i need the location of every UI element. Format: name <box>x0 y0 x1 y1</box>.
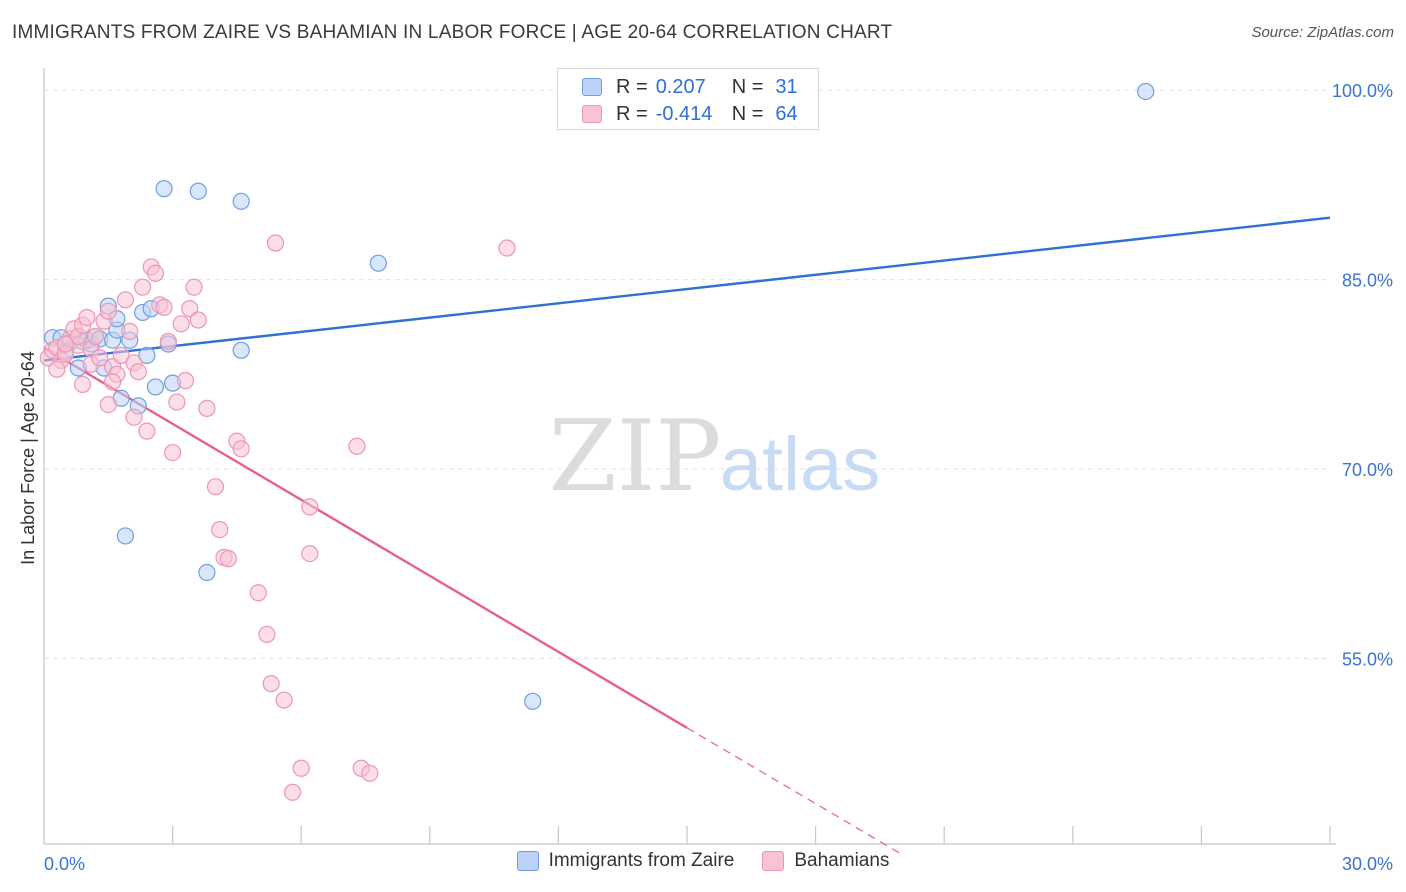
bahamian-point <box>138 422 156 440</box>
bahamian-point <box>56 335 75 353</box>
bahamian-point <box>146 264 165 282</box>
bahamian-point <box>103 373 122 391</box>
grid-layer <box>44 89 1330 659</box>
bahamian-trend-line <box>43 346 688 729</box>
bahamian-point <box>176 372 195 390</box>
stats-row-zaire: R = 0.207 N = 31 <box>582 74 851 100</box>
stats-row-bahamian: R = -0.414 N = 64 <box>582 101 851 127</box>
bahamian-point <box>498 239 516 257</box>
stats-n-value: 64 <box>775 102 798 125</box>
zaire-point <box>155 180 173 198</box>
bahamian-point <box>172 315 190 333</box>
zaire-point <box>138 346 156 364</box>
zaire-point <box>116 527 135 545</box>
stats-n-label: N = <box>731 102 764 125</box>
bahamian-point <box>168 393 186 411</box>
points-layer <box>39 82 1155 801</box>
bahamian-point <box>198 399 216 417</box>
bahamian-point <box>121 322 139 340</box>
bahamian-point <box>275 691 293 709</box>
axis-layer <box>43 68 1336 845</box>
zaire-point <box>232 341 250 359</box>
bahamian-point <box>189 311 207 329</box>
legend: Immigrants from Zaire Bahamians <box>0 850 1406 872</box>
stats-r-label: R = <box>616 102 648 125</box>
zaire-point <box>1137 82 1155 101</box>
stats-swatch-zaire <box>582 78 602 96</box>
bahamian-point <box>112 346 130 364</box>
bahamian-point <box>116 291 135 309</box>
bahamian-trend-extension <box>686 727 902 855</box>
bahamian-point <box>206 478 225 496</box>
y-tick-label: 55.0% <box>1342 649 1393 669</box>
zaire-point <box>524 692 542 710</box>
zaire-trend-line <box>43 216 1331 362</box>
bahamian-point <box>48 360 66 378</box>
zaire-point <box>369 254 387 272</box>
label-layer: 100.0% 85.0% 70.0% 55.0% 0.0% 30.0% In Labor F… <box>18 81 1393 874</box>
y-tick-label: 100.0% <box>1332 81 1393 101</box>
stats-r-value: 0.207 <box>655 75 706 98</box>
bahamian-point <box>86 327 105 346</box>
bahamian-point <box>73 375 92 393</box>
bahamian-point <box>164 443 182 462</box>
bahamian-point <box>159 332 177 351</box>
legend-item-zaire[interactable]: Immigrants from Zaire <box>516 850 735 872</box>
bahamian-point <box>301 498 319 516</box>
bahamian-point <box>125 408 143 426</box>
bahamian-point <box>91 349 109 367</box>
stats-n-value: 31 <box>775 75 798 98</box>
y-tick-label: 85.0% <box>1342 271 1393 291</box>
x-tick-label: 0.0% <box>44 854 85 874</box>
bahamian-point <box>361 764 379 782</box>
stats-r-value: -0.414 <box>655 102 713 125</box>
bahamian-point <box>284 783 302 801</box>
stats-n-label: N = <box>731 75 764 98</box>
legend-item-bahamians[interactable]: Bahamians <box>762 850 889 872</box>
bahamian-point <box>249 584 267 602</box>
bahamian-point <box>219 550 237 568</box>
legend-swatch-bahamians <box>762 851 785 871</box>
bahamian-point <box>185 278 203 296</box>
trend-layer <box>43 216 1331 855</box>
bahamian-point <box>211 521 229 539</box>
bahamian-point <box>266 234 285 252</box>
bahamian-point <box>78 308 96 327</box>
legend-swatch-zaire <box>516 851 539 871</box>
chart-title: IMMIGRANTS FROM ZAIRE VS BAHAMIAN IN LAB… <box>12 22 893 43</box>
stats-swatch-bahamian <box>582 105 602 123</box>
watermark-zip: ZIP <box>549 400 722 514</box>
zaire-point <box>232 192 250 210</box>
bahamian-point <box>133 278 152 296</box>
chart-source: Source: ZipAtlas.com <box>1251 24 1394 41</box>
bahamian-point <box>232 440 250 458</box>
watermark: ZIP atlas <box>549 400 881 514</box>
zaire-point <box>189 182 207 200</box>
bahamian-point <box>99 396 117 414</box>
stats-box: R = 0.207 N = 31 R = -0.414 N = 64 <box>557 68 819 130</box>
legend-label-bahamians: Bahamians <box>794 850 890 871</box>
bahamian-point <box>181 300 199 318</box>
y-tick-label: 70.0% <box>1342 460 1393 480</box>
y-axis-title: In Labor Force | Age 20-64 <box>18 351 38 565</box>
legend-label-zaire: Immigrants from Zaire <box>548 850 735 871</box>
bahamian-point <box>129 363 147 381</box>
bahamian-point <box>155 298 173 316</box>
bahamian-point <box>258 625 276 644</box>
bahamian-point <box>292 759 310 777</box>
stats-r-label: R = <box>616 75 648 98</box>
x-tick-label: 30.0% <box>1342 854 1393 874</box>
bahamian-point <box>262 675 280 693</box>
zaire-point <box>198 563 216 582</box>
bahamian-point <box>301 544 319 563</box>
watermark-atlas: atlas <box>720 422 881 507</box>
bahamian-point <box>99 302 117 320</box>
zaire-point <box>146 378 165 396</box>
bahamian-point <box>348 437 366 455</box>
